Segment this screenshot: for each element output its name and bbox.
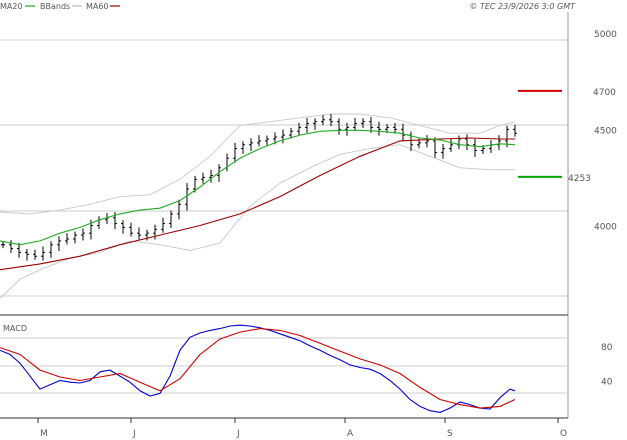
bb-lower-path — [0, 144, 515, 299]
price-bar — [9, 240, 13, 253]
price-bar — [169, 210, 173, 228]
macd-gridlines — [0, 337, 568, 394]
price-bar — [329, 113, 333, 127]
price-bar — [457, 135, 461, 150]
price-bar — [97, 216, 101, 229]
price-bar — [337, 118, 341, 135]
price-bar — [449, 138, 453, 153]
price-bar — [321, 115, 325, 126]
price-bar — [129, 222, 133, 237]
price-bar — [385, 123, 389, 133]
price-bar — [289, 127, 293, 139]
price-gridlines — [0, 39, 568, 297]
price-bar — [249, 138, 253, 152]
price-bar — [233, 142, 237, 163]
price-bar — [1, 241, 5, 249]
price-bar — [73, 231, 77, 244]
price-bar — [369, 117, 373, 133]
price-bar — [57, 236, 61, 252]
price-bar — [393, 122, 397, 134]
price-bar — [257, 135, 261, 147]
price-bar — [209, 169, 213, 183]
price-y-axis-labels: 5000 4500 4000 — [594, 30, 617, 232]
price-bar — [137, 227, 141, 240]
price-bar — [201, 172, 205, 184]
price-bar — [65, 233, 69, 245]
macd-y-tick-label: 80 — [601, 343, 613, 353]
x-tick-label: J — [236, 429, 240, 439]
legend-ma20-label: MA20 — [0, 2, 23, 11]
x-tick-label: M — [40, 429, 48, 439]
price-bar — [433, 137, 437, 158]
price-bar — [401, 123, 405, 141]
bb-upper-path — [0, 113, 516, 215]
copyright-text: © TEC 23/9/2026 3:0 GMT — [469, 2, 576, 11]
price-annotations: 4700 4253 — [518, 88, 616, 184]
ma60-path — [0, 137, 515, 271]
price-bar — [49, 241, 53, 258]
price-bar — [313, 118, 317, 130]
price-bar — [33, 249, 37, 260]
price-bar — [81, 228, 85, 241]
legend: MA20 BBands MA60 — [0, 2, 120, 11]
price-bar — [441, 143, 445, 159]
price-bar — [193, 175, 197, 193]
price-bar — [105, 213, 109, 225]
price-bar — [465, 134, 469, 151]
macd-path — [0, 324, 516, 413]
price-bar — [305, 117, 309, 133]
price-bars — [1, 113, 517, 261]
price-bar — [241, 141, 245, 154]
price-bar — [353, 117, 357, 131]
price-bar — [497, 135, 501, 151]
y-tick-label: 4000 — [594, 222, 617, 232]
ma60-line — [0, 137, 515, 271]
macd-signal-line — [0, 328, 516, 409]
price-bar — [361, 118, 365, 129]
price-bar — [185, 183, 189, 211]
ma20-line — [0, 129, 516, 246]
bollinger-upper-band — [0, 113, 516, 215]
price-bar — [17, 242, 21, 258]
price-bar — [297, 122, 301, 136]
price-bar — [473, 138, 477, 157]
price-bar — [489, 140, 493, 154]
legend-bbands-label: BBands — [40, 2, 70, 11]
y-tick-label: 5000 — [594, 30, 617, 40]
x-tick-label: O — [560, 429, 567, 439]
price-bar — [265, 135, 269, 146]
price-bar — [41, 246, 45, 261]
x-tick-label: S — [447, 429, 453, 439]
price-bar — [225, 153, 229, 172]
price-bar — [281, 129, 285, 144]
price-bar — [25, 248, 29, 261]
bollinger-lower-band — [0, 144, 515, 299]
x-tick-label: A — [347, 429, 354, 439]
macd-title: MACD — [3, 324, 27, 333]
price-bar — [121, 220, 125, 234]
macd-y-tick-label: 40 — [601, 377, 613, 387]
y-tick-label: 4500 — [594, 126, 617, 136]
price-bar — [177, 199, 181, 220]
ma20-path — [0, 129, 516, 246]
price-bar — [153, 224, 157, 240]
macd-y-axis-labels: 80 40 — [601, 343, 613, 388]
macd-line — [0, 324, 516, 413]
price-bar — [161, 217, 165, 233]
price-bar — [425, 135, 429, 148]
legend-ma60-label: MA60 — [86, 2, 109, 11]
annotation-label-4253: 4253 — [568, 174, 591, 184]
x-tick-label: J — [132, 429, 136, 439]
signal-path — [0, 328, 516, 409]
price-bar — [345, 122, 349, 136]
price-bar — [377, 121, 381, 136]
price-bar — [513, 124, 517, 137]
annotation-label-4700: 4700 — [593, 88, 616, 98]
